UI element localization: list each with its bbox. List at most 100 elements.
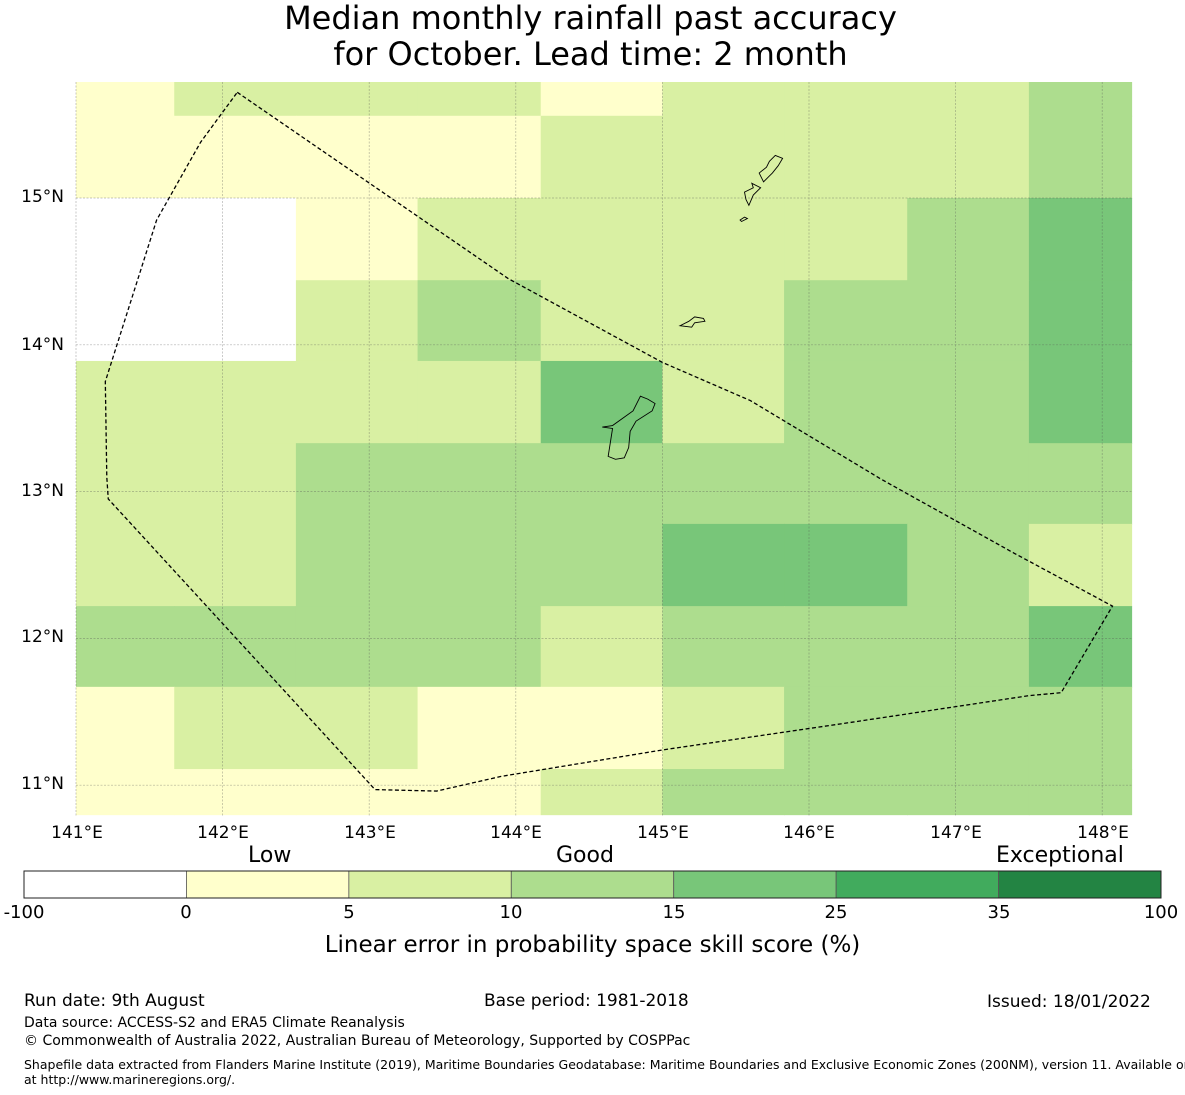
skill-cell [76,523,175,607]
skill-grid [76,82,1133,816]
skill-cell [174,443,297,525]
skill-cell [540,115,663,199]
skill-cell [540,360,663,444]
colorbar-tick-label: 100 [1143,902,1179,923]
lon-tick-label: 141°E [51,823,103,843]
skill-cell [295,606,419,688]
skill-cell [662,280,785,362]
colorbar-category-good: Good [556,843,614,868]
skill-cell [784,606,908,688]
skill-cell [1028,280,1133,362]
skill-cell [662,443,785,525]
colorbar-category-low: Low [248,843,292,868]
skill-cell [174,769,297,816]
lon-tick-label: 148°E [1077,823,1129,843]
colorbar-tick-label: 10 [499,902,523,923]
skill-cell [1028,606,1133,688]
skill-cell [174,686,297,770]
skill-cell [784,82,908,117]
skill-cell [1028,769,1133,816]
skill-cell [76,360,175,444]
skill-cell [907,606,1030,688]
skill-cell [76,82,175,117]
colorbar-tick-label: 5 [343,902,355,923]
skill-cell [417,443,542,525]
colorbar-swatch [510,870,675,899]
islands [602,154,784,460]
skill-cell [540,523,663,607]
colorbar [23,870,1162,899]
skill-cell [784,198,908,281]
skill-cell [540,606,663,688]
colorbar-swatch [23,870,187,899]
skill-cell [540,686,663,770]
skill-cell [1028,523,1133,607]
skill-cell [784,443,908,525]
colorbar-tick-label: 0 [180,902,192,923]
skill-cell [784,360,908,444]
skill-cell [540,769,663,816]
copyright: © Commonwealth of Australia 2022, Austra… [24,1033,691,1049]
skill-cell [784,280,908,362]
skill-cell [417,769,542,816]
skill-cell [1028,360,1133,444]
shapefile-credit-line-2: at http://www.marineregions.org/. [24,1072,236,1087]
lon-tick-label: 142°E [197,823,249,843]
skill-cell [540,198,663,281]
skill-cell [295,280,419,362]
skill-cell [662,769,785,816]
colorbar-swatch [186,870,350,899]
skill-cell [417,523,542,607]
skill-cell [662,115,785,199]
skill-cell [295,360,419,444]
skill-cell [76,443,175,525]
data-source: Data source: ACCESS-S2 and ERA5 Climate … [24,1015,405,1031]
skill-cell [76,280,175,362]
skill-cell [662,198,785,281]
skill-cell [784,686,908,770]
skill-cell [174,280,297,362]
colorbar-swatch [998,870,1162,899]
island-outline [743,182,762,207]
skill-cell [295,523,419,607]
skill-cell [907,443,1030,525]
eez-boundary-line [104,91,1114,792]
skill-cell [295,443,419,525]
skill-cell [295,198,419,281]
skill-cell [907,280,1030,362]
colorbar-category-exceptional: Exceptional [996,843,1124,868]
skill-cell [662,82,785,117]
lat-tick-label: 11°N [21,774,64,794]
skill-cell [784,115,908,199]
skill-cell [174,82,297,117]
skill-cell [295,686,419,770]
skill-cell [662,606,785,688]
lat-tick-label: 13°N [21,481,64,501]
skill-cell [540,82,663,117]
colorbar-swatch [348,870,512,899]
colorbar-frame [23,870,1162,899]
skill-cell [662,360,785,444]
skill-cell [174,360,297,444]
island-outline [758,154,784,183]
skill-cell [907,360,1030,444]
skill-cell [417,360,542,444]
skill-cell [1028,198,1133,281]
skill-cell [1028,82,1133,117]
base-period: Base period: 1981-2018 [484,991,689,1011]
skill-cell [907,769,1030,816]
skill-cell [295,769,419,816]
skill-cell [295,82,419,117]
skill-cell [417,606,542,688]
skill-cell [417,115,542,199]
colorbar-tick-label: 25 [824,902,848,923]
skill-cell [417,686,542,770]
skill-cell [907,115,1030,199]
title-line-1: Median monthly rainfall past accuracy [284,0,897,37]
colorbar-tick-label: 15 [662,902,686,923]
island-outline [739,216,749,223]
colorbar-label: Linear error in probability space skill … [324,932,861,958]
lon-tick-label: 144°E [490,823,542,843]
